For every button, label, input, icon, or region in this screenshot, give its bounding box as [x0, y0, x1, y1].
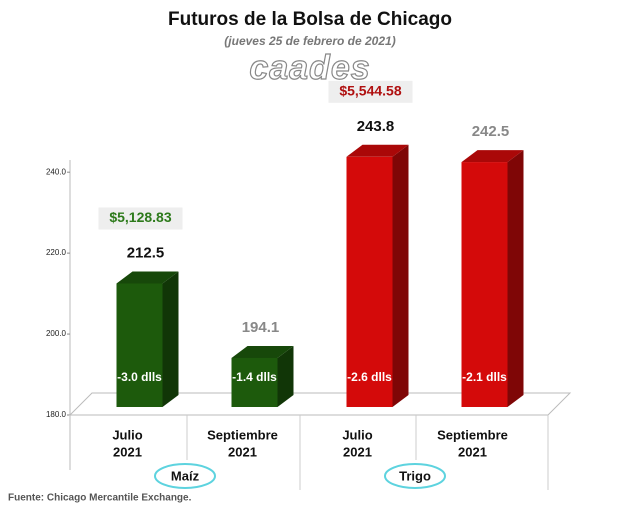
- bar: [346, 156, 393, 407]
- bar-side: [507, 150, 524, 407]
- bar: [461, 162, 508, 407]
- logo: caades: [249, 49, 370, 87]
- y-tick-label: 240.0: [46, 167, 67, 176]
- group-oval: [154, 463, 216, 489]
- x-tick-label: 2021: [458, 444, 487, 459]
- price-box: [98, 207, 183, 230]
- floor: [68, 392, 572, 416]
- change-label: -2.1 dlls: [462, 370, 507, 384]
- value-label: 243.8: [357, 118, 395, 135]
- price-box: [328, 80, 413, 103]
- x-tick-label: Julio: [342, 427, 372, 442]
- value-label: 212.5: [127, 244, 165, 261]
- x-tick-label: Julio: [112, 427, 142, 442]
- bar-side: [162, 271, 179, 407]
- source: Fuente: Chicago Mercantile Exchange.: [8, 493, 192, 504]
- price-label: $5,128.83: [109, 209, 171, 225]
- group-label: Maíz: [171, 468, 200, 483]
- value-label: 242.5: [472, 123, 510, 140]
- y-tick-label: 200.0: [46, 329, 67, 338]
- bar-side: [392, 144, 409, 407]
- bar-top: [461, 150, 524, 163]
- y-tick-label: 180.0: [46, 410, 67, 419]
- x-tick-label: 2021: [113, 444, 142, 459]
- bar: [231, 357, 278, 407]
- bar-top: [346, 144, 409, 157]
- value-label: 194.1: [242, 319, 280, 336]
- chart-title: Futuros de la Bolsa de Chicago: [168, 9, 452, 30]
- group-label: Trigo: [399, 468, 431, 483]
- change-label: -1.4 dlls: [232, 370, 277, 384]
- group-oval: [384, 463, 446, 489]
- bar-top: [231, 345, 294, 358]
- bar-side: [277, 345, 294, 407]
- x-tick-label: 2021: [343, 444, 372, 459]
- x-tick-label: Septiembre: [207, 427, 278, 442]
- bar: [116, 283, 163, 407]
- x-tick-label: 2021: [228, 444, 257, 459]
- change-label: -3.0 dlls: [117, 370, 162, 384]
- bar-top: [116, 271, 179, 284]
- price-label: $5,544.58: [339, 83, 401, 99]
- y-tick-label: 220.0: [46, 248, 67, 257]
- change-label: -2.6 dlls: [347, 370, 392, 384]
- x-tick-label: Septiembre: [437, 427, 508, 442]
- chart-subtitle: (jueves 25 de febrero de 2021): [224, 34, 395, 48]
